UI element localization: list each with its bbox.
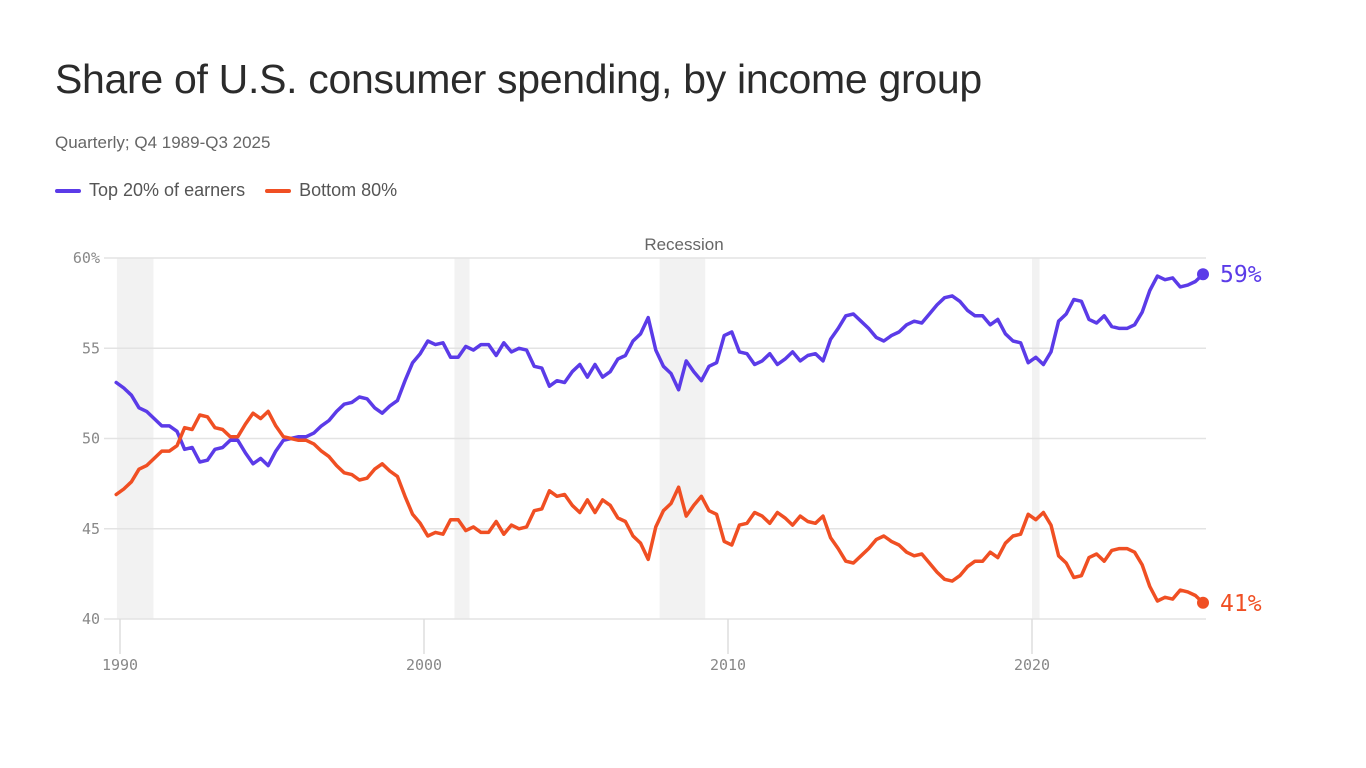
legend: Top 20% of earners Bottom 80% [55,180,397,201]
y-tick-label: 60% [73,249,100,267]
y-tick-label: 45 [82,520,100,538]
legend-item-bottom: Bottom 80% [265,180,397,201]
end-value-label: 41% [1220,591,1262,617]
end-value-label: 59% [1220,262,1262,288]
legend-label-top: Top 20% of earners [89,180,246,200]
recession-label: Recession [644,235,723,254]
legend-swatch-top [55,188,81,193]
x-tick-label: 2010 [710,656,746,674]
chart-title: Share of U.S. consumer spending, by inco… [55,56,982,102]
x-tick-label: 1990 [102,656,138,674]
series-line-top-20 [114,272,1205,468]
x-tick-label: 2000 [406,656,442,674]
legend-swatch-bottom [265,188,292,193]
legend-item-top: Top 20% of earners [55,180,245,201]
x-tick-label: 2020 [1014,656,1050,674]
legend-label-bottom: Bottom 80% [299,180,398,200]
y-tick-label: 50 [82,430,100,448]
end-point-marker [1197,596,1209,609]
chart-subtitle: Quarterly; Q4 1989-Q3 2025 [55,133,271,152]
series-line-bottom-80 [114,409,1205,605]
end-point-marker [1197,268,1209,281]
y-tick-label: 55 [82,339,100,357]
y-tick-label: 40 [82,610,100,628]
